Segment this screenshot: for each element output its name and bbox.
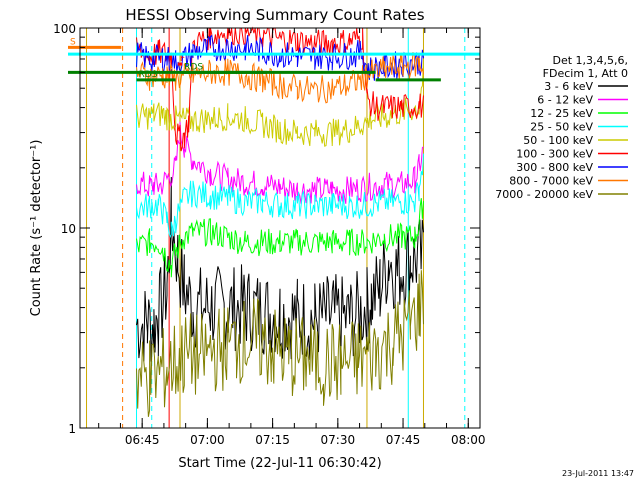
marker-label-0: S — [70, 37, 76, 47]
legend-header-0: Det 1,3,4,5,6, — [552, 54, 628, 67]
x-tick-label-3: 07:30 — [321, 433, 356, 447]
series-line-5 — [136, 26, 424, 152]
legend-label-0: 3 - 6 keV — [544, 80, 593, 93]
marker-label-1: F — [180, 54, 185, 64]
series-2 — [136, 198, 424, 278]
footer-date: 23-Jul-2011 13:47 — [562, 469, 634, 478]
legend-label-3: 25 - 50 keV — [530, 121, 593, 134]
series-1 — [136, 121, 424, 204]
x-tick-label-2: 07:15 — [255, 433, 290, 447]
x-tick-label-5: 08:00 — [451, 433, 486, 447]
chart-title: HESSI Observing Summary Count Rates — [125, 6, 424, 24]
y-tick-label-2: 100 — [53, 22, 76, 36]
legend: Det 1,3,4,5,6,FDecim 1, Att 03 - 6 keV6 … — [495, 54, 628, 201]
series-line-3 — [136, 153, 424, 239]
y-tick-label-1: 10 — [61, 222, 76, 236]
series-line-2 — [136, 198, 424, 278]
x-tick-label-0: 06:45 — [125, 433, 160, 447]
x-axis-label: Start Time (22-Jul-11 06:30:42) — [178, 456, 381, 471]
legend-label-1: 6 - 12 keV — [537, 94, 593, 107]
marker-label-3: RDS — [184, 62, 203, 72]
legend-header-1: FDecim 1, Att 0 — [543, 67, 628, 80]
legend-label-5: 100 - 300 keV — [516, 148, 593, 161]
x-tick-label-4: 07:45 — [386, 433, 421, 447]
series-line-1 — [136, 121, 424, 204]
y-tick-label-0: 1 — [68, 422, 76, 436]
legend-label-6: 300 - 800 keV — [516, 161, 593, 174]
legend-label-2: 12 - 25 keV — [530, 107, 593, 120]
series-0 — [136, 176, 424, 362]
legend-label-4: 50 - 100 keV — [523, 134, 593, 147]
x-tick-label-1: 07:00 — [190, 433, 225, 447]
axes: 1 10 100 06:45 07:00 07:15 07:30 07:45 08:00 — [53, 22, 485, 447]
series-3 — [136, 153, 424, 239]
series-line-8 — [136, 270, 424, 417]
series-5 — [136, 26, 424, 152]
y-axis-label: Count Rate (s⁻¹ detector⁻¹) — [29, 140, 44, 317]
legend-label-7: 800 - 7000 keV — [509, 175, 593, 188]
marker-label-2: RDS — [139, 70, 158, 80]
legend-label-8: 7000 - 20000 keV — [495, 188, 593, 201]
series-line-0 — [136, 176, 424, 362]
series-8 — [136, 270, 424, 417]
